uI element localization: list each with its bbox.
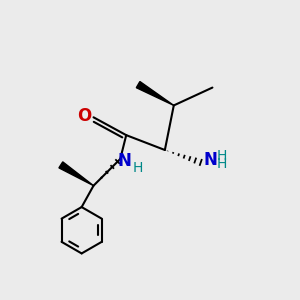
Text: H: H: [217, 149, 227, 163]
Text: H: H: [133, 161, 143, 176]
Polygon shape: [136, 82, 174, 105]
Text: N: N: [118, 152, 132, 170]
Text: H: H: [217, 157, 227, 171]
Text: O: O: [77, 107, 92, 125]
Text: N: N: [204, 151, 218, 169]
Polygon shape: [59, 162, 94, 186]
